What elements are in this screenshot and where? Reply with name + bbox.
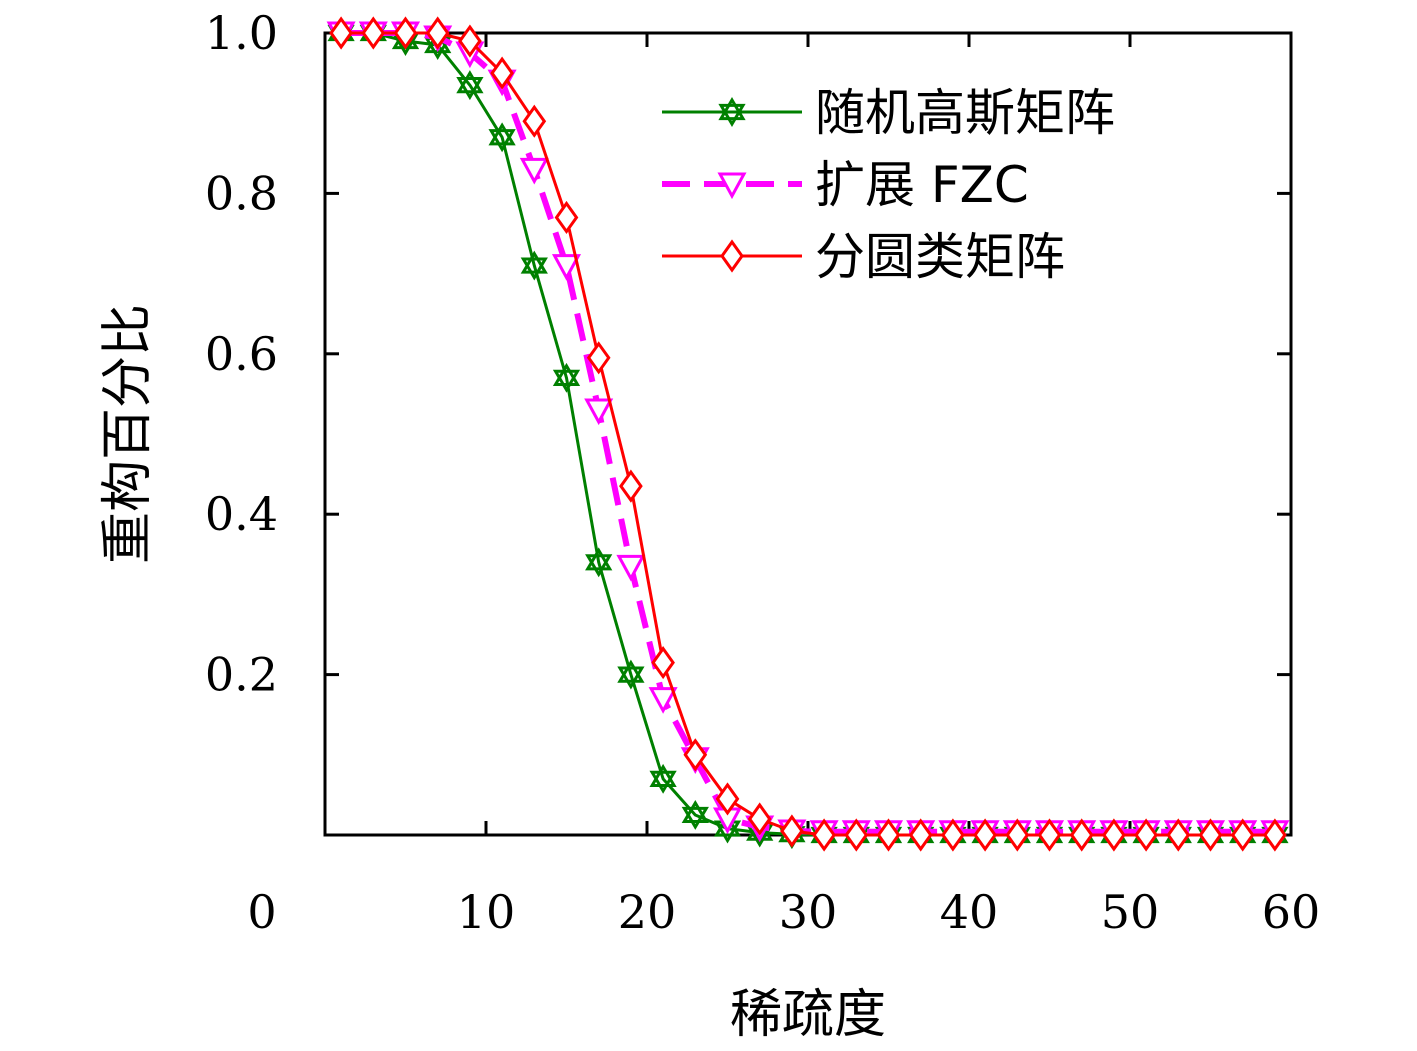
series-2-point-14: [780, 814, 804, 848]
series-2-point-11: [683, 738, 708, 772]
y-tick-label-0: 0.2: [205, 648, 278, 702]
series-0-point-9: [617, 659, 645, 690]
series-0-point-7: [552, 362, 581, 393]
series-0-point-5: [488, 122, 516, 153]
series-line-0: [341, 31, 1275, 837]
series-1-point-8: [584, 398, 614, 426]
series-2-point-8: [586, 341, 611, 375]
legend-marker-2: [720, 239, 744, 273]
series-2-point-0: [329, 16, 353, 50]
x-tick-label-0: 0: [247, 885, 276, 939]
series-2: [329, 16, 1287, 852]
series-line-2: [341, 31, 1275, 837]
legend-label-2: 分圆类矩阵: [815, 228, 1065, 286]
axis-ticks: [325, 33, 1291, 835]
series-2-point-2: [393, 16, 418, 50]
plot-frame: [323, 31, 1293, 837]
series-2-point-26: [1166, 818, 1191, 852]
series-0-point-6: [520, 250, 548, 281]
series-1-point-6: [519, 157, 549, 185]
series-2-point-10: [651, 645, 675, 680]
series-2-point-3: [425, 16, 450, 50]
legend-label-0: 随机高斯矩阵: [815, 84, 1115, 142]
series-line-1: [341, 30, 1275, 835]
series-0-point-10: [649, 763, 677, 794]
series-2-point-22: [1037, 818, 1062, 852]
series-2-point-4: [458, 24, 482, 58]
y-tick-label-3: 0.8: [205, 166, 278, 220]
series-1-point-9: [616, 554, 646, 582]
series-0-point-11: [681, 800, 709, 830]
x-tick-label-2: 20: [618, 885, 677, 939]
series-2-point-1: [361, 16, 386, 50]
series-2-point-6: [522, 104, 547, 138]
series-1-point-10: [648, 687, 678, 714]
x-axis-title: 稀疏度: [730, 985, 886, 1045]
tick-labels: 0 10 20 30 40 50 60 0.2 0.4 0.6 0.8 1.0: [205, 6, 1320, 939]
x-tick-label-3: 30: [779, 885, 838, 939]
series-2-point-23: [1069, 818, 1094, 852]
x-tick-label-1: 10: [457, 885, 516, 939]
series-2-point-18: [908, 818, 933, 852]
y-tick-label-4: 1.0: [205, 6, 278, 60]
y-axis-title: 重构百分比: [98, 304, 158, 564]
x-tick-label-4: 40: [940, 885, 999, 939]
series-2-point-21: [1005, 818, 1030, 852]
series-1: [326, 21, 1290, 847]
series-2-point-24: [1102, 818, 1126, 852]
series-2-point-29: [1263, 818, 1287, 852]
x-tick-label-6: 60: [1262, 885, 1321, 939]
x-tick-label-5: 50: [1101, 885, 1160, 939]
series-2-point-16: [844, 818, 869, 852]
series-layer: [326, 16, 1290, 852]
series-2-point-20: [973, 818, 997, 852]
series-2-point-17: [876, 818, 901, 852]
legend-label-1: 扩展 FZC: [815, 156, 1029, 214]
series-2-point-7: [554, 200, 579, 235]
series-2-point-12: [715, 782, 740, 816]
series-2-point-19: [941, 818, 965, 852]
legend-marker-1: [717, 172, 747, 200]
series-0: [327, 18, 1289, 850]
y-tick-label-2: 0.6: [205, 327, 278, 381]
series-2-point-28: [1230, 818, 1255, 852]
series-2-point-5: [490, 56, 514, 90]
series-2-point-9: [619, 469, 643, 503]
series-2-point-25: [1134, 818, 1158, 852]
series-0-point-4: [456, 70, 484, 101]
y-tick-label-1: 0.4: [205, 487, 278, 541]
series-2-point-13: [747, 802, 772, 836]
legend-marker-0: [718, 97, 746, 127]
series-1-point-7: [551, 254, 582, 281]
series-2-point-27: [1198, 818, 1223, 852]
series-2-point-15: [812, 818, 836, 852]
series-0-point-8: [585, 547, 613, 578]
